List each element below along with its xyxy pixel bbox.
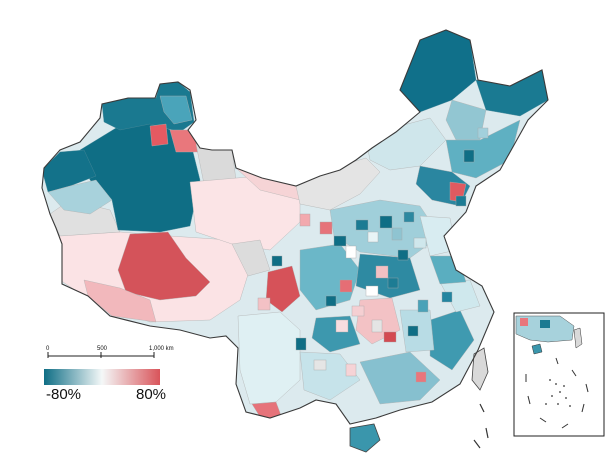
prefecture xyxy=(365,285,379,297)
prefecture xyxy=(335,319,349,333)
region-guangdong xyxy=(359,351,441,405)
prefecture xyxy=(345,363,357,377)
region-garze xyxy=(265,265,301,313)
region-taiwan xyxy=(471,347,489,391)
prefecture-mosaic xyxy=(257,127,489,383)
prefecture xyxy=(319,221,333,235)
prefecture xyxy=(413,237,427,249)
region-qinghai-grey xyxy=(231,239,271,277)
inset-content xyxy=(515,315,589,429)
region-xinjiang-kashgar xyxy=(47,179,113,215)
scale-label-0: 0 xyxy=(46,346,50,352)
nine-dash-line xyxy=(473,403,489,449)
region-tacheng xyxy=(149,123,169,147)
prefecture xyxy=(339,279,353,293)
prefecture xyxy=(417,299,429,313)
prefecture xyxy=(403,211,415,223)
prefecture xyxy=(257,297,271,311)
scale-label-1000: 1,000 km xyxy=(149,346,174,352)
prefecture xyxy=(367,231,379,243)
prefecture xyxy=(397,249,409,261)
prefecture xyxy=(415,371,427,383)
china-border xyxy=(41,29,549,425)
prefecture xyxy=(271,255,283,267)
prefecture xyxy=(383,331,397,343)
prefecture xyxy=(351,305,365,317)
prefecture xyxy=(407,325,419,337)
prefecture xyxy=(379,215,393,229)
prefecture xyxy=(455,195,467,207)
prefecture xyxy=(391,227,403,241)
prefecture xyxy=(325,295,337,307)
legend-min-label: -80% xyxy=(46,386,82,403)
prefecture xyxy=(463,149,475,163)
prefecture xyxy=(477,127,489,139)
region-hainan xyxy=(349,423,381,453)
prefecture xyxy=(355,219,369,231)
scale-label-500: 500 xyxy=(97,346,108,352)
prefecture xyxy=(299,213,311,227)
prefecture xyxy=(375,265,389,279)
prefecture xyxy=(371,319,383,333)
scale-bar xyxy=(47,352,155,358)
region-altay xyxy=(159,95,193,125)
prefecture xyxy=(313,359,327,371)
legend-gradient-bar xyxy=(44,369,160,385)
prefecture xyxy=(345,245,357,259)
region-nagqu xyxy=(117,231,211,301)
legend-max-label: 80% xyxy=(136,386,167,403)
region-yunnan xyxy=(237,311,301,405)
prefecture xyxy=(295,337,307,351)
prefecture xyxy=(441,291,453,303)
prefecture xyxy=(333,235,347,247)
prefecture xyxy=(387,277,399,289)
